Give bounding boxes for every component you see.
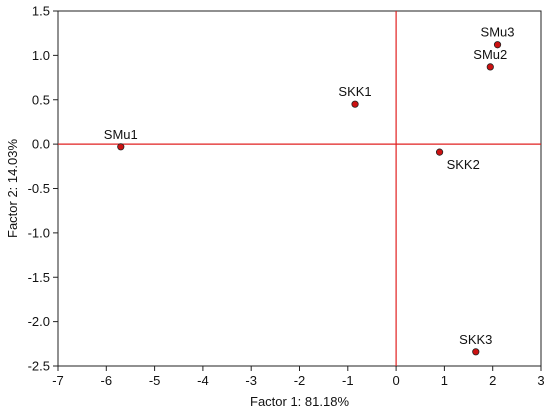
point-label: SKK2 <box>447 157 480 172</box>
y-tick-label: -2.5 <box>28 359 50 374</box>
data-point <box>351 100 359 108</box>
y-tick-label: 0.0 <box>32 137 50 152</box>
x-tick-label: -5 <box>149 373 161 388</box>
point-label: SKK1 <box>338 84 371 99</box>
y-axis-ticks: -2.5 -2.0 -1.5 -1.0 -0.5 0.0 0.5 1.0 1.5 <box>28 4 58 374</box>
y-tick-label: -2.0 <box>28 314 50 329</box>
x-tick-label: 1 <box>441 373 448 388</box>
x-axis-ticks: -7 -6 -5 -4 -3 -2 -1 0 1 2 3 <box>52 366 545 388</box>
x-tick-label: -2 <box>294 373 306 388</box>
point-label: SMu3 <box>481 25 515 40</box>
plot-area <box>57 10 542 367</box>
data-point <box>435 148 444 156</box>
y-tick-label: 0.5 <box>32 92 50 107</box>
y-tick-label: -1.5 <box>28 270 50 285</box>
x-tick-label: -4 <box>197 373 209 388</box>
x-tick-label: -7 <box>52 373 64 388</box>
data-point <box>472 348 480 356</box>
data-points: SMu1 SKK1 SKK2 SMu3 SMu2 SKK3 <box>104 25 515 356</box>
point-label: SMu2 <box>473 47 507 62</box>
x-tick-label: -1 <box>342 373 354 388</box>
x-axis-title: Factor 1: 81.18% <box>250 394 349 409</box>
data-point <box>117 143 125 151</box>
x-tick-label: -3 <box>245 373 257 388</box>
point-label: SMu1 <box>104 127 138 142</box>
x-tick-label: 2 <box>489 373 496 388</box>
x-tick-label: 3 <box>537 373 544 388</box>
x-tick-label: 0 <box>392 373 399 388</box>
x-tick-label: -6 <box>101 373 113 388</box>
y-axis-title: Factor 2: 14.03% <box>5 139 20 238</box>
y-tick-label: -0.5 <box>28 181 50 196</box>
y-tick-label: 1.5 <box>32 4 50 19</box>
y-tick-label: 1.0 <box>32 48 50 63</box>
data-point <box>486 63 494 71</box>
y-tick-label: -1.0 <box>28 225 50 240</box>
point-label: SKK3 <box>459 332 492 347</box>
data-point <box>493 41 502 49</box>
reference-lines <box>58 11 541 366</box>
